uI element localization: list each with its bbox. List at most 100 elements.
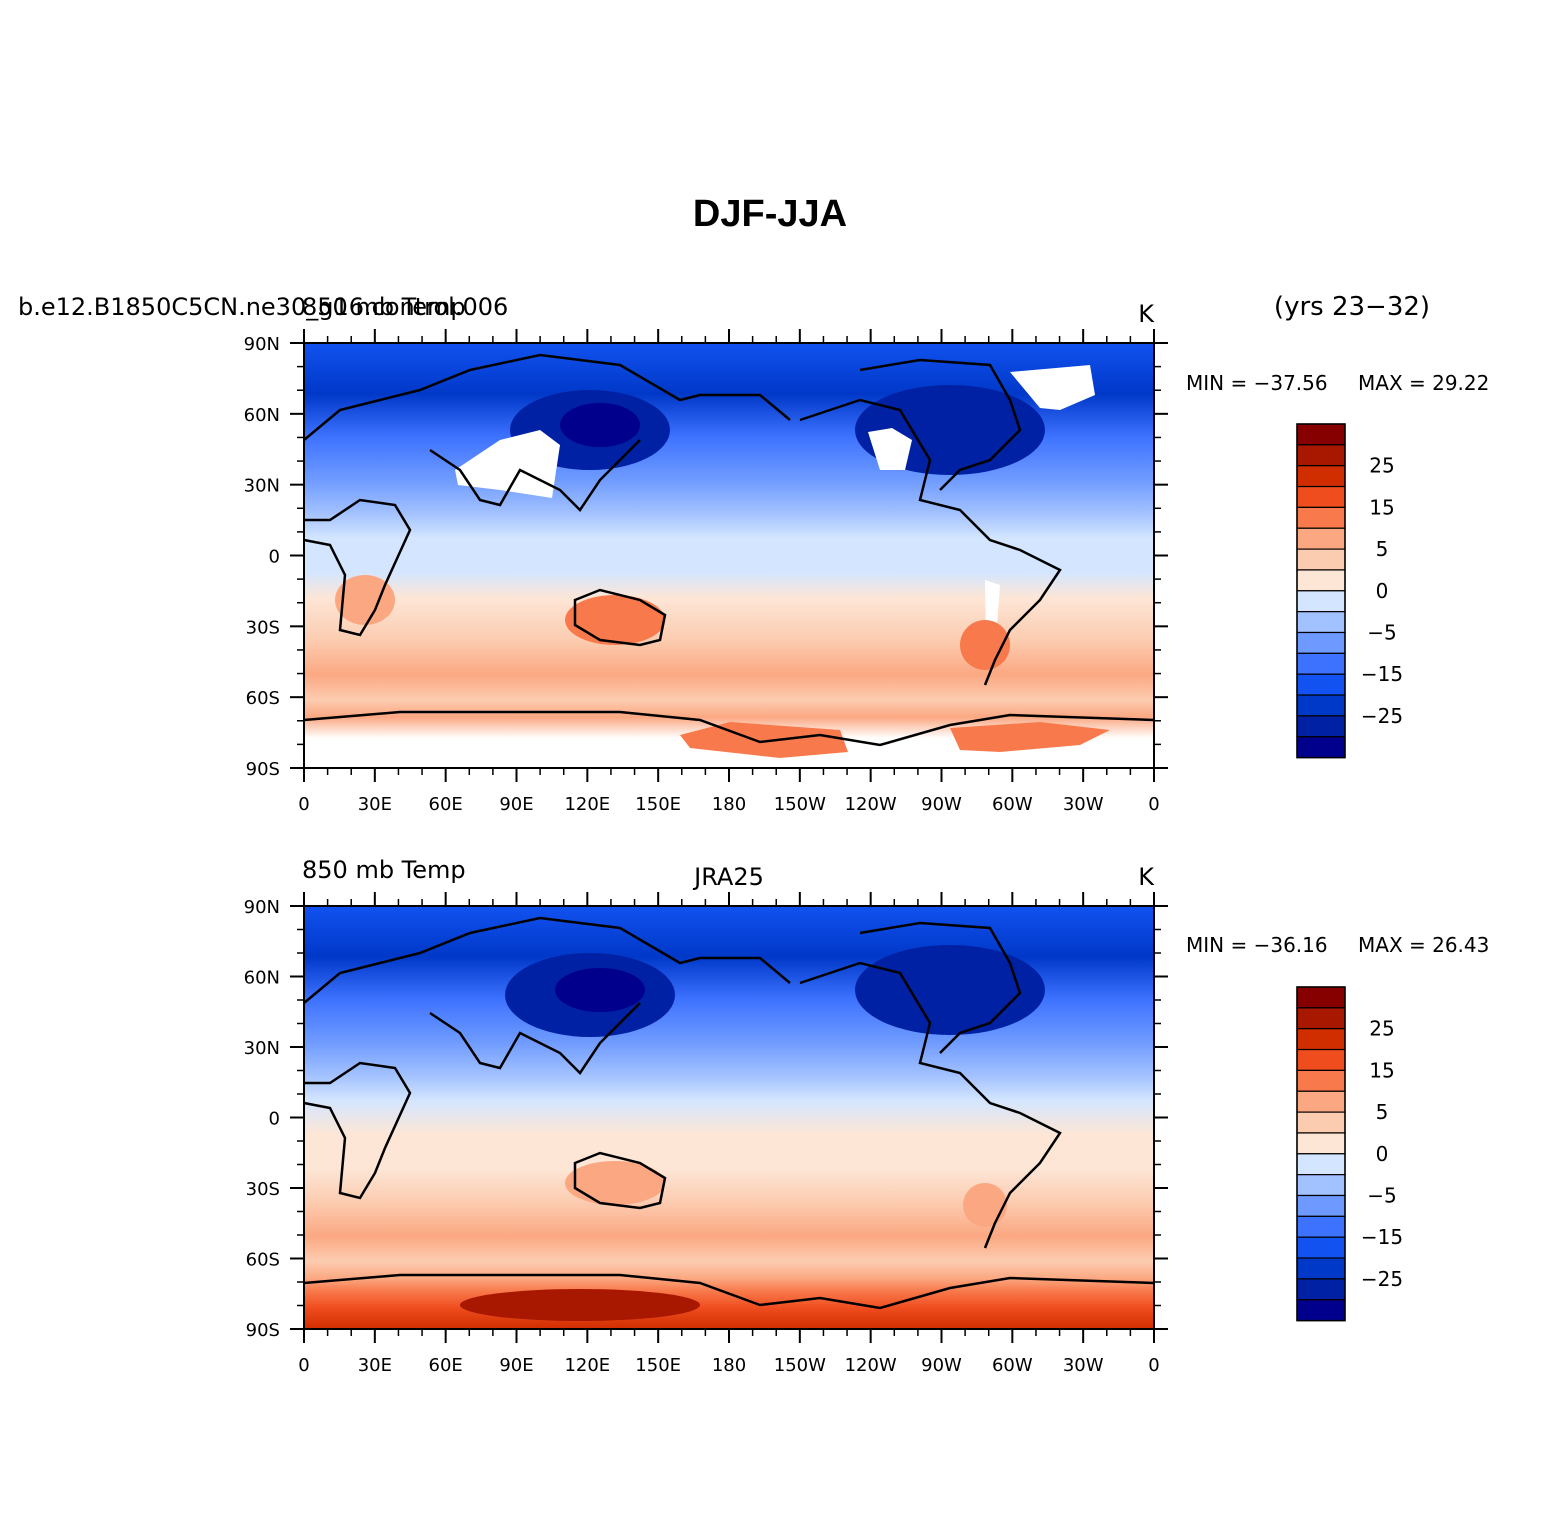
- colorbar-swatch: [1296, 986, 1346, 1009]
- colorbar-label: −25: [1361, 704, 1403, 728]
- colorbar-swatch: [1296, 1215, 1346, 1238]
- missing-tibet: [455, 430, 560, 498]
- colorbar-swatch: [1296, 1299, 1346, 1322]
- warm-south-africa: [335, 575, 395, 625]
- colorbar-label: 15: [1369, 1058, 1394, 1082]
- colorbar-swatch: [1296, 1028, 1346, 1051]
- colorbar-swatch: [1296, 611, 1346, 634]
- lat-axis: 90N 60N 30N 0 30S 60S 90S: [244, 897, 1168, 1341]
- colorbar-label: −25: [1361, 1267, 1403, 1291]
- colorbar-label: 5: [1376, 1100, 1389, 1124]
- antarctic-hot-core: [460, 1289, 700, 1321]
- colorbar-swatch: [1296, 1111, 1346, 1134]
- lon-tick-label: 90E: [499, 1355, 533, 1376]
- lat-tick-label: 30N: [244, 476, 280, 497]
- colorbar-swatch: [1296, 1048, 1346, 1072]
- lon-tick-label: 150W: [774, 1355, 826, 1376]
- lon-tick-label: 0: [298, 1355, 309, 1376]
- colorbar-swatch: [1296, 673, 1346, 696]
- lat-tick-label: 60N: [244, 968, 280, 989]
- lat-tick-label: 60S: [246, 688, 280, 709]
- colorbar-swatch: [1296, 1174, 1346, 1197]
- colorbar-swatch: [1296, 694, 1346, 717]
- lat-tick-label: 0: [269, 547, 280, 568]
- colorbar-label: 15: [1369, 495, 1394, 519]
- max-label: MAX = 26.43: [1358, 933, 1489, 957]
- min-label: MIN = −37.56: [1186, 371, 1328, 395]
- warm-australia: [565, 595, 665, 645]
- colorbar-swatch: [1296, 1007, 1346, 1030]
- lon-tick-label: 30W: [1063, 794, 1104, 815]
- units-label: K: [1138, 863, 1155, 891]
- lon-tick-label: 180: [712, 1355, 746, 1376]
- colorbar-label: 25: [1369, 454, 1394, 478]
- colorbar-label: 25: [1369, 1017, 1394, 1041]
- panel-obs: 850 mb Temp JRA25 K MIN = −36.16 MAX = 2…: [244, 856, 1490, 1376]
- lon-tick-label: 30E: [358, 794, 392, 815]
- map-field: [303, 343, 1155, 768]
- coastlines: [303, 353, 1155, 747]
- lat-tick-label: 90N: [244, 334, 280, 355]
- lon-tick-label: 120E: [564, 794, 610, 815]
- map-field: [303, 906, 1155, 1329]
- lon-tick-label: 120E: [564, 1355, 610, 1376]
- case-label: b.e12.B1850C5CN.ne30_g16.control.006: [18, 293, 508, 321]
- lon-tick-label: 150E: [635, 1355, 681, 1376]
- lat-axis: 90N 60N 30N 0 30S 60S 90S: [244, 334, 1168, 780]
- variable-label: 850 mb Temp: [302, 293, 466, 321]
- lat-tick-label: 30S: [246, 1179, 280, 1200]
- colorbar-swatch: [1296, 1278, 1346, 1301]
- lon-tick-label: 150W: [774, 794, 826, 815]
- missing-greenland: [1010, 365, 1095, 410]
- lon-tick-label: 0: [1148, 794, 1159, 815]
- antarctic-warm-2: [950, 722, 1110, 752]
- colorbar-label: −5: [1367, 1184, 1396, 1208]
- figure-title: DJF-JJA: [693, 193, 847, 235]
- lon-tick-label: 30E: [358, 1355, 392, 1376]
- lon-tick-label: 60W: [992, 794, 1033, 815]
- colorbar-label: −15: [1361, 1225, 1403, 1249]
- lon-tick-label: 60E: [429, 1355, 463, 1376]
- colorbar-label: 0: [1376, 1142, 1389, 1166]
- lon-tick-label: 90W: [921, 1355, 962, 1376]
- lat-tick-label: 0: [269, 1109, 280, 1130]
- colorbar-swatch: [1296, 569, 1346, 592]
- lat-tick-label: 30S: [246, 617, 280, 638]
- lon-tick-label: 90W: [921, 794, 962, 815]
- variable-label: 850 mb Temp: [302, 856, 466, 884]
- lon-tick-label: 30W: [1063, 1355, 1104, 1376]
- colorbar: 25 15 5 0 −5 −15 −25: [1296, 986, 1403, 1322]
- lat-tick-label: 30N: [244, 1038, 280, 1059]
- colorbar-label: 0: [1376, 579, 1389, 603]
- cold-core-siberia-inner: [560, 403, 640, 447]
- colorbar-swatch: [1296, 444, 1346, 467]
- years-label: (yrs 23−32): [1274, 292, 1430, 322]
- colorbar-swatch: [1296, 631, 1346, 654]
- cold-core-siberia-inner: [555, 968, 645, 1012]
- lon-tick-label: 0: [298, 794, 309, 815]
- lat-tick-label: 90N: [244, 897, 280, 918]
- lat-tick-label: 60S: [246, 1250, 280, 1271]
- colorbar-swatch: [1296, 1236, 1346, 1259]
- lat-tick-label: 90S: [246, 759, 280, 780]
- colorbar-swatch: [1296, 1090, 1346, 1113]
- lat-tick-label: 60N: [244, 405, 280, 426]
- lat-tick-label: 90S: [246, 1320, 280, 1341]
- max-label: MAX = 29.22: [1358, 371, 1489, 395]
- colorbar-swatch: [1296, 423, 1346, 446]
- colorbar-swatch: [1296, 1132, 1346, 1155]
- colorbar-swatch: [1296, 506, 1346, 529]
- warm-argentina: [963, 1183, 1007, 1227]
- antarctic-warm-1: [680, 722, 848, 758]
- lon-tick-label: 60W: [992, 1355, 1033, 1376]
- colorbar-swatch: [1296, 548, 1346, 571]
- colorbar-swatch: [1296, 652, 1346, 675]
- units-label: K: [1138, 300, 1155, 328]
- colorbar-swatch: [1296, 1194, 1346, 1217]
- colorbar-swatch: [1296, 1069, 1346, 1092]
- colorbar-label: −15: [1361, 662, 1403, 686]
- colorbar-swatch: [1296, 715, 1346, 738]
- cold-region-canada: [855, 945, 1045, 1035]
- lon-tick-label: 180: [712, 794, 746, 815]
- colorbar-swatch: [1296, 527, 1346, 550]
